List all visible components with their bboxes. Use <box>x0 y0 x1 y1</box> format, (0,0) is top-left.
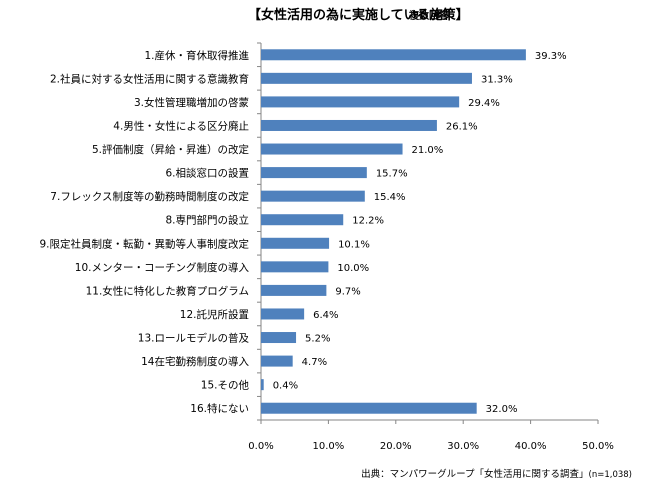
data-label: 21.0% <box>412 145 444 156</box>
x-tick-label: 50.0% <box>582 441 614 452</box>
data-label: 0.4% <box>273 381 298 392</box>
data-label: 15.4% <box>374 192 406 203</box>
category-label: 7.フレックス制度等の勤務時間制度の改定 <box>50 190 249 203</box>
bar <box>261 402 477 414</box>
data-label: 6.4% <box>313 310 338 321</box>
category-label: 10.メンター・コーチング制度の導入 <box>75 261 250 274</box>
category-label: 9.限定社員制度・転勤・異動等人事制度改定 <box>39 237 249 250</box>
data-label: 39.3% <box>535 51 567 62</box>
x-tick-label: 20.0% <box>380 441 412 452</box>
data-label: 15.7% <box>376 169 408 180</box>
category-label: 14在宅勤務制度の導入 <box>141 355 249 368</box>
source-note: 出典：マンパワーグループ「女性活用に関する調査」(n=1,038) <box>361 468 632 480</box>
source-text: 出典：マンパワーグループ「女性活用に関する調査」 <box>361 468 588 480</box>
category-label: 15.その他 <box>201 379 250 392</box>
category-label: 16.特にない <box>190 403 249 415</box>
bar <box>261 72 472 84</box>
bar <box>261 237 330 249</box>
bar <box>261 284 327 296</box>
category-label: 8.専門部門の設立 <box>165 214 249 227</box>
bar <box>261 308 305 320</box>
data-label: 5.2% <box>305 334 330 345</box>
bar <box>261 167 367 179</box>
bar <box>261 355 293 367</box>
chart-subtitle: 複数回答 <box>408 9 450 22</box>
bar <box>261 143 403 155</box>
x-tick-label: 0.0% <box>248 441 273 452</box>
bar <box>261 119 437 131</box>
data-label: 9.7% <box>335 286 360 297</box>
category-label: 3.女性管理職増加の啓蒙 <box>134 96 249 109</box>
data-label: 32.0% <box>486 404 518 415</box>
category-label: 2.社員に対する女性活用に関する意識教育 <box>50 72 249 85</box>
x-tick-label: 30.0% <box>447 441 479 452</box>
bar <box>261 96 460 108</box>
bar <box>261 214 344 226</box>
category-label: 6.相談窓口の設置 <box>165 167 249 180</box>
data-label: 12.2% <box>352 216 384 227</box>
category-label: 4.男性・女性による区分廃止 <box>113 119 249 132</box>
category-label: 5.評価制度（昇給・昇進）の改定 <box>92 143 250 156</box>
bar <box>261 261 329 273</box>
data-label: 10.0% <box>337 263 369 274</box>
data-label: 26.1% <box>446 121 478 132</box>
data-label: 10.1% <box>338 239 370 250</box>
category-label: 12.託児所設置 <box>180 308 249 321</box>
data-label: 4.7% <box>302 357 327 368</box>
chart-title: 【女性活用の為に実施している施策】 <box>248 7 469 23</box>
category-label: 11.女性に特化した教育プログラム <box>86 284 249 297</box>
category-label: 13.ロールモデルの普及 <box>138 332 250 345</box>
data-label: 29.4% <box>468 98 500 109</box>
data-label: 31.3% <box>481 74 513 85</box>
x-tick-label: 10.0% <box>313 441 345 452</box>
category-label: 1.産休・育休取得推進 <box>144 49 249 62</box>
bar <box>261 332 297 344</box>
plot-area: 0.0% 10.0% 20.0% 30.0% 40.0% 50.0% 1.産休・育休取得推進… <box>39 42 614 452</box>
bar <box>261 49 526 61</box>
bar <box>261 190 365 202</box>
bar <box>261 379 264 391</box>
sample-size-text: (n=1,038) <box>589 470 632 480</box>
x-tick-label: 40.0% <box>515 441 547 452</box>
